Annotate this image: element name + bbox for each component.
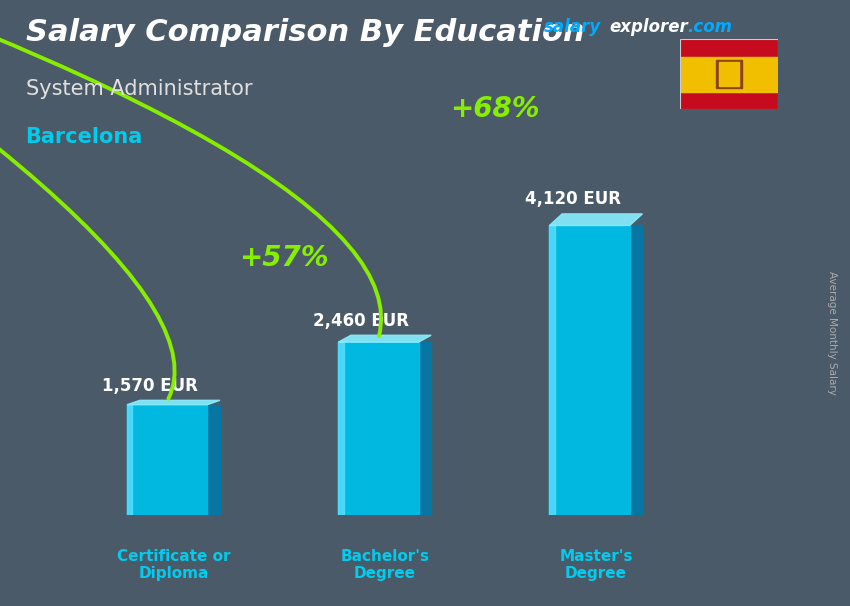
Polygon shape — [127, 405, 207, 515]
Text: +57%: +57% — [239, 244, 328, 272]
Polygon shape — [351, 342, 431, 515]
Polygon shape — [139, 405, 220, 515]
Text: Salary Comparison By Education: Salary Comparison By Education — [26, 18, 584, 47]
Text: Barcelona: Barcelona — [26, 127, 143, 147]
Text: Bachelor's
Degree: Bachelor's Degree — [340, 549, 429, 581]
Text: Master's
Degree: Master's Degree — [559, 549, 632, 581]
Polygon shape — [562, 225, 643, 515]
Bar — [719, 62, 739, 87]
Text: 2,460 EUR: 2,460 EUR — [314, 311, 410, 330]
Text: Certificate or
Diploma: Certificate or Diploma — [116, 549, 230, 581]
Text: 1,570 EUR: 1,570 EUR — [102, 377, 198, 395]
Text: Average Monthly Salary: Average Monthly Salary — [827, 271, 837, 395]
Polygon shape — [338, 342, 418, 515]
Polygon shape — [338, 335, 431, 342]
Text: explorer: explorer — [609, 18, 688, 36]
Text: .com: .com — [688, 18, 733, 36]
Text: +68%: +68% — [450, 95, 539, 123]
Polygon shape — [338, 342, 343, 515]
Polygon shape — [127, 405, 133, 515]
Polygon shape — [549, 214, 643, 225]
Text: 4,120 EUR: 4,120 EUR — [524, 190, 620, 208]
Bar — [680, 57, 778, 92]
Text: System Administrator: System Administrator — [26, 79, 252, 99]
Bar — [716, 61, 742, 88]
Text: salary: salary — [544, 18, 601, 36]
Polygon shape — [127, 401, 220, 405]
Polygon shape — [549, 225, 555, 515]
Polygon shape — [549, 225, 630, 515]
